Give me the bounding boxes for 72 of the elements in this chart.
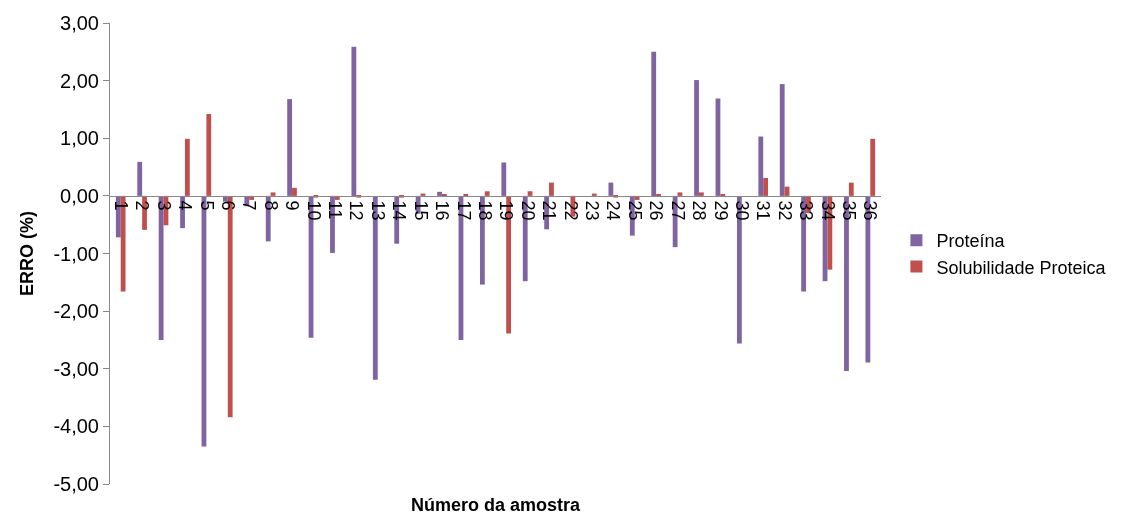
bar <box>870 138 876 196</box>
bar <box>184 138 190 196</box>
x-tick-label: 7 <box>239 200 260 211</box>
x-tick-label: 15 <box>410 200 431 221</box>
legend-label: Solubilidade Proteica <box>936 257 1107 278</box>
x-tick-label: 35 <box>839 200 860 221</box>
bar <box>677 192 683 196</box>
x-tick-label: 5 <box>196 200 217 211</box>
y-axis-title: ERRO (%) <box>16 211 37 296</box>
bar <box>437 191 442 196</box>
bar <box>608 182 614 196</box>
x-tick-label: 13 <box>367 200 388 221</box>
bar <box>206 114 212 196</box>
legend-label: Proteína <box>936 231 1006 252</box>
x-tick-label: 32 <box>774 200 795 221</box>
x-tick-label: 22 <box>560 200 581 221</box>
x-tick-label: 3 <box>153 200 174 211</box>
bar <box>698 192 704 196</box>
bar <box>527 191 533 196</box>
x-tick-label: 33 <box>796 200 817 221</box>
x-tick-label: 26 <box>646 200 667 221</box>
bar <box>651 51 657 196</box>
x-tick-label: 16 <box>432 200 453 221</box>
bar <box>484 191 490 196</box>
x-tick-label: 12 <box>346 200 367 221</box>
x-tick-label: 14 <box>389 200 410 221</box>
y-tick-label: 2,00 <box>60 69 99 92</box>
y-tick-label: -5,00 <box>53 473 99 495</box>
bar <box>292 187 297 196</box>
bar <box>287 99 293 196</box>
x-tick-label: 6 <box>217 200 238 211</box>
x-tick-label: 27 <box>667 200 688 221</box>
x-tick-label: 36 <box>860 200 881 221</box>
bar <box>137 161 143 196</box>
x-tick-label: 2 <box>132 200 153 211</box>
bar <box>549 182 554 196</box>
y-tick-label: 0,00 <box>60 184 99 207</box>
bar <box>591 193 597 196</box>
y-tick-label: -2,00 <box>53 300 99 323</box>
bar <box>694 80 699 196</box>
bar <box>763 178 769 196</box>
y-tick-label: 1,00 <box>60 127 99 150</box>
bar <box>848 182 854 196</box>
x-axis-title: Número da amostra <box>411 495 582 515</box>
x-tick-label: 9 <box>282 200 303 211</box>
y-tick-label: -3,00 <box>53 357 99 380</box>
x-tick-label: 24 <box>603 200 624 221</box>
bar <box>501 162 507 196</box>
x-tick-label: 17 <box>453 200 474 221</box>
x-tick-label: 29 <box>710 200 731 221</box>
x-tick-label: 10 <box>303 200 324 221</box>
x-tick-label: 21 <box>539 200 560 221</box>
x-tick-label: 4 <box>175 200 196 211</box>
x-tick-label: 31 <box>753 200 774 221</box>
x-tick-label: 18 <box>474 200 495 221</box>
x-tick-label: 23 <box>582 200 603 221</box>
x-tick-label: 34 <box>817 200 838 221</box>
x-tick-label: 30 <box>731 200 752 221</box>
bar <box>351 46 357 196</box>
x-tick-label: 11 <box>325 200 346 220</box>
y-tick-label: -1,00 <box>53 242 99 265</box>
x-tick-label: 1 <box>110 200 131 211</box>
bar <box>270 192 276 196</box>
x-tick-label: 19 <box>496 200 517 221</box>
x-tick-label: 8 <box>260 200 281 211</box>
y-tick-label: 3,00 <box>60 12 99 34</box>
x-tick-label: 20 <box>517 200 538 221</box>
bar <box>758 136 764 196</box>
bar <box>779 84 785 196</box>
x-tick-label: 28 <box>689 200 710 221</box>
y-tick-label: -4,00 <box>53 415 99 438</box>
x-tick-label: 25 <box>624 200 645 221</box>
